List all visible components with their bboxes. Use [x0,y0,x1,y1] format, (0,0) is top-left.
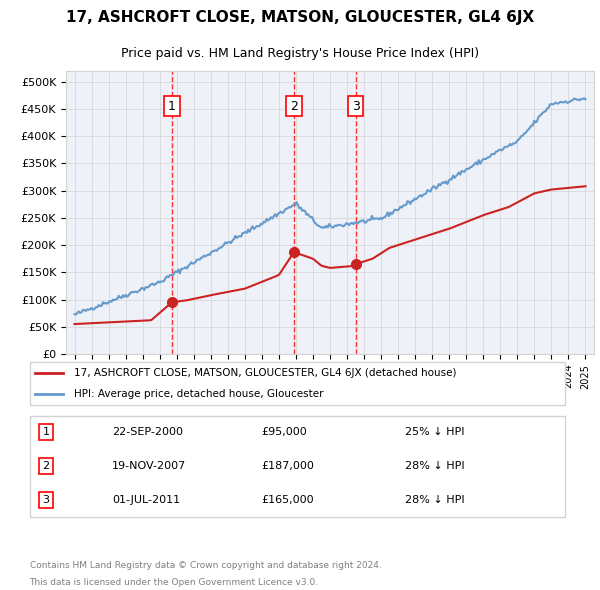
Text: 25% ↓ HPI: 25% ↓ HPI [405,427,464,437]
Text: £165,000: £165,000 [262,495,314,505]
Text: 3: 3 [43,495,50,505]
Text: 3: 3 [352,100,359,113]
Text: 2: 2 [290,100,298,113]
Text: HPI: Average price, detached house, Gloucester: HPI: Average price, detached house, Glou… [74,389,323,399]
Text: This data is licensed under the Open Government Licence v3.0.: This data is licensed under the Open Gov… [29,578,319,588]
Text: 17, ASHCROFT CLOSE, MATSON, GLOUCESTER, GL4 6JX: 17, ASHCROFT CLOSE, MATSON, GLOUCESTER, … [66,10,534,25]
FancyBboxPatch shape [29,416,565,517]
Text: £187,000: £187,000 [262,461,314,471]
Text: Contains HM Land Registry data © Crown copyright and database right 2024.: Contains HM Land Registry data © Crown c… [29,560,381,570]
Text: 28% ↓ HPI: 28% ↓ HPI [405,495,464,505]
Text: 2: 2 [43,461,50,471]
Text: Price paid vs. HM Land Registry's House Price Index (HPI): Price paid vs. HM Land Registry's House … [121,47,479,60]
Text: 17, ASHCROFT CLOSE, MATSON, GLOUCESTER, GL4 6JX (detached house): 17, ASHCROFT CLOSE, MATSON, GLOUCESTER, … [74,368,456,378]
Text: 28% ↓ HPI: 28% ↓ HPI [405,461,464,471]
Text: 01-JUL-2011: 01-JUL-2011 [112,495,181,505]
Text: 19-NOV-2007: 19-NOV-2007 [112,461,187,471]
Text: 1: 1 [168,100,176,113]
Text: £95,000: £95,000 [262,427,307,437]
Text: 22-SEP-2000: 22-SEP-2000 [112,427,184,437]
Text: 1: 1 [43,427,50,437]
FancyBboxPatch shape [29,362,565,405]
